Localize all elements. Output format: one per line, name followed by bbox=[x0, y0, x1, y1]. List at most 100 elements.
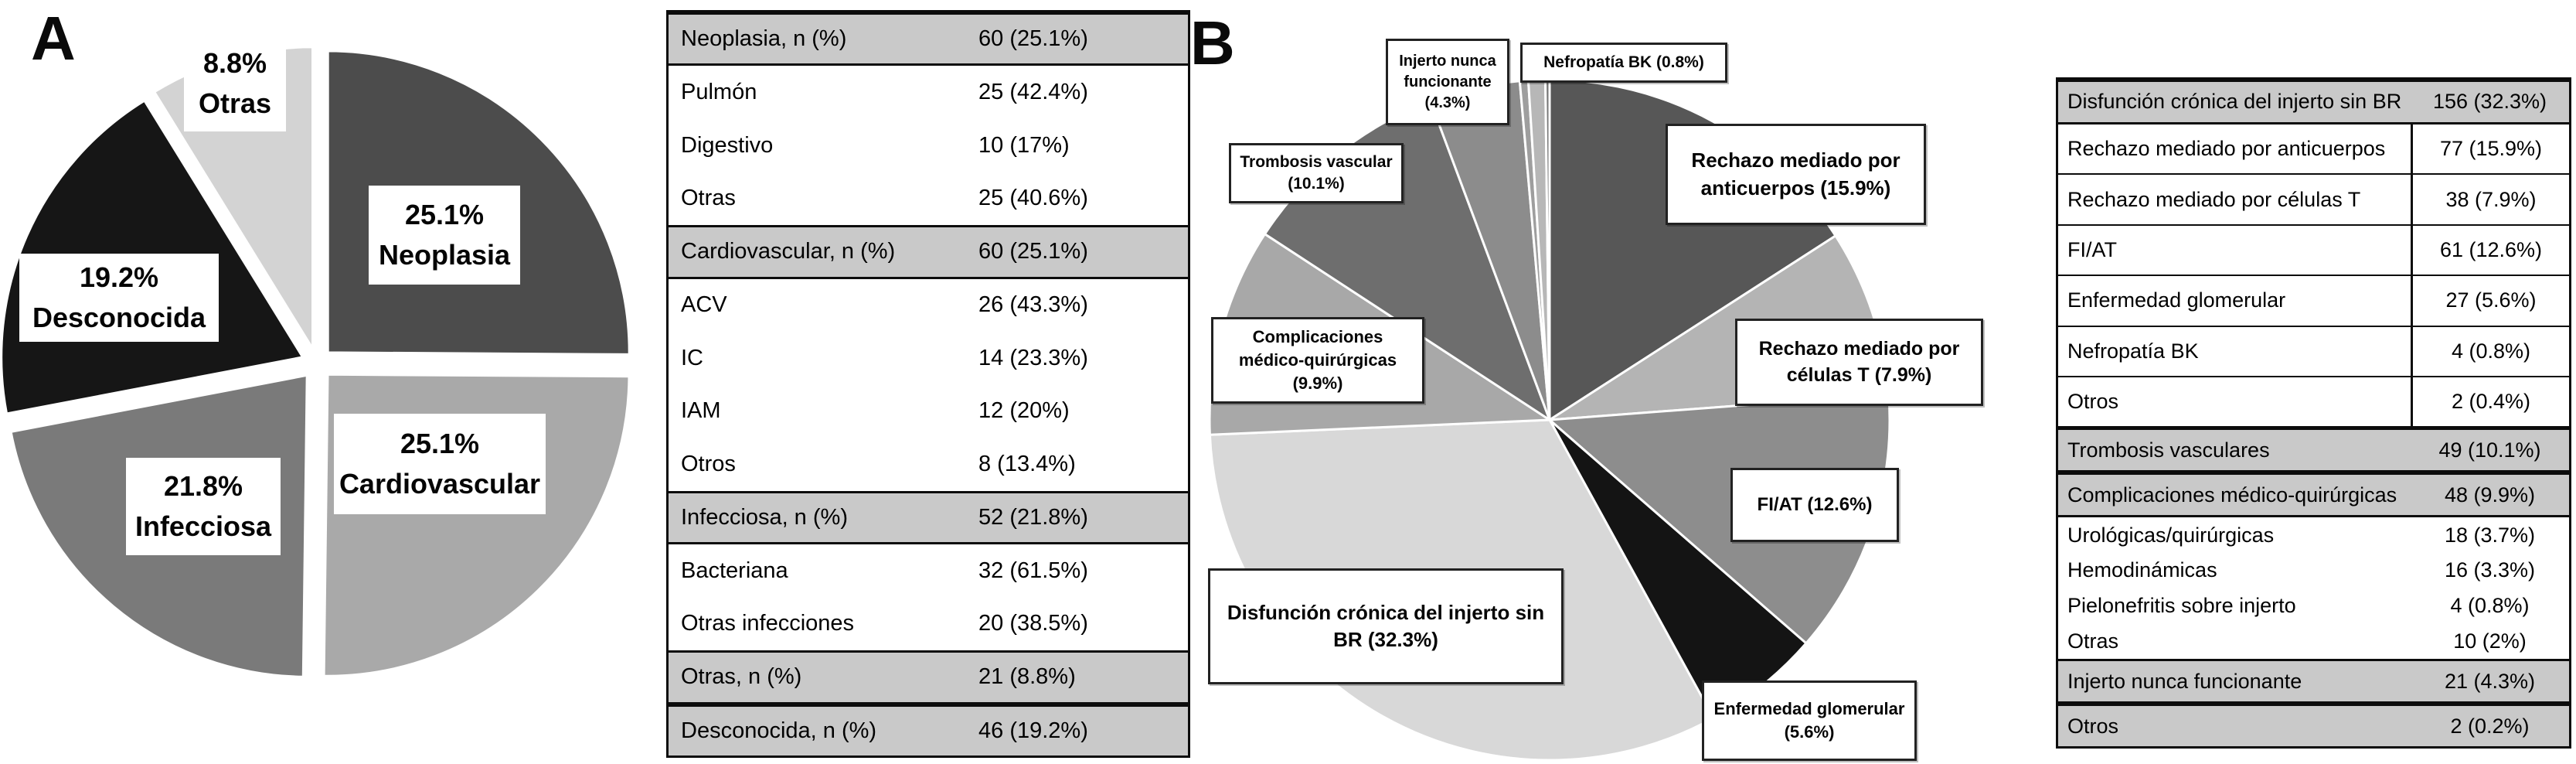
row-label: Injerto nunca funcionante bbox=[2067, 669, 2302, 693]
pie-b-label-nefropatia-bk: Nefropatía BK (0.8%) bbox=[1520, 43, 1727, 83]
row-value: 10 (17%) bbox=[978, 132, 1070, 158]
table-graft-loss-causes: Disfunción crónica del injerto sin BR 15… bbox=[2056, 77, 2571, 749]
label-pct: 21.8% bbox=[163, 469, 243, 502]
pie-b-label-disfuncion-cronica: Disfunción crónica del injerto sin BR (3… bbox=[1208, 568, 1564, 684]
row-label: Enfermedad glomerular bbox=[2067, 288, 2286, 312]
table-row: Otros 2 (0.4%) bbox=[2058, 377, 2569, 428]
pie-a-label-neoplasia: 25.1% Neoplasia bbox=[369, 186, 520, 285]
table-row: Enfermedad glomerular 27 (5.6%) bbox=[2058, 276, 2569, 327]
row-value: 8 (13.4%) bbox=[978, 451, 1076, 476]
pie-b-label-rechazo-anticuerpos: Rechazo mediado por anticuerpos (15.9%) bbox=[1666, 124, 1926, 225]
row-label: Otras bbox=[681, 186, 736, 211]
pie-a-label-cardiovascular: 25.1% Cardiovascular bbox=[334, 414, 546, 514]
table-row: Otras 10 (2%) bbox=[2058, 623, 2569, 659]
row-value: 21 (4.3%) bbox=[2444, 669, 2536, 693]
label-name: Neoplasia bbox=[378, 239, 511, 271]
table-row: Injerto nunca funcionante 21 (4.3%) bbox=[2058, 659, 2569, 704]
table-row: IC 14 (23.3%) bbox=[669, 332, 1188, 385]
row-value: 32 (61.5%) bbox=[978, 558, 1088, 583]
row-value: 4 (0.8%) bbox=[2411, 326, 2569, 376]
row-label: Otros bbox=[2067, 390, 2119, 414]
row-label: Hemodinámicas bbox=[2067, 558, 2217, 582]
row-value: 12 (20%) bbox=[978, 398, 1070, 424]
row-value: 60 (25.1%) bbox=[978, 239, 1088, 264]
pie-a-label-desconocida: 19.2% Desconocida bbox=[19, 254, 219, 342]
label-name: Cardiovascular bbox=[339, 468, 541, 500]
pie-b-label-fi-at: FI/AT (12.6%) bbox=[1730, 468, 1899, 542]
row-value: 25 (42.4%) bbox=[978, 80, 1088, 105]
pie-b-label-rechazo-celulas-t: Rechazo mediado por células T (7.9%) bbox=[1735, 319, 1983, 406]
table-row: Complicaciones médico-quirúrgicas 48 (9.… bbox=[2058, 472, 2569, 518]
label-name: Infecciosa bbox=[134, 510, 272, 542]
row-value: 21 (8.8%) bbox=[978, 664, 1076, 690]
row-label: Neoplasia, n (%) bbox=[681, 26, 847, 52]
row-label: Otras infecciones bbox=[681, 611, 855, 636]
panel-a-letter: A bbox=[31, 4, 76, 73]
row-value: 60 (25.1%) bbox=[978, 26, 1088, 52]
row-value: 48 (9.9%) bbox=[2444, 483, 2536, 506]
table-row: Hemodinámicas 16 (3.3%) bbox=[2058, 553, 2569, 588]
row-label: Rechazo mediado por anticuerpos bbox=[2067, 137, 2386, 161]
table-row: Otros 2 (0.2%) bbox=[2058, 704, 2569, 746]
row-label: Otros bbox=[2067, 714, 2119, 738]
pie-b-label-enfermedad-glomerular: Enfermedad glomerular (5.6%) bbox=[1702, 680, 1917, 761]
row-value: 27 (5.6%) bbox=[2411, 276, 2569, 326]
pie-b-label-complicaciones: Complicaciones médico-quirúrgicas (9.9%) bbox=[1211, 317, 1424, 404]
pie-b-label-injerto-nunca-funcionante: Injerto nunca funcionante (4.3%) bbox=[1386, 39, 1509, 125]
table-row: Desconocida, n (%) 46 (19.2%) bbox=[669, 704, 1188, 756]
row-value: 2 (0.4%) bbox=[2411, 377, 2569, 427]
table-row: Cardiovascular, n (%) 60 (25.1%) bbox=[669, 225, 1188, 279]
row-label: Infecciosa, n (%) bbox=[681, 504, 848, 530]
table-death-causes: Neoplasia, n (%) 60 (25.1%) Pulmón 25 (4… bbox=[666, 10, 1190, 758]
pie-a-label-infecciosa: 21.8% Infecciosa bbox=[126, 458, 281, 555]
row-label: IAM bbox=[681, 398, 721, 424]
row-value: 20 (38.5%) bbox=[978, 611, 1088, 636]
label-pct: 25.1% bbox=[404, 198, 485, 230]
table-row: Disfunción crónica del injerto sin BR 15… bbox=[2058, 80, 2569, 124]
row-label: Pielonefritis sobre injerto bbox=[2067, 594, 2296, 617]
table-row: Trombosis vasculares 49 (10.1%) bbox=[2058, 428, 2569, 473]
row-value: 49 (10.1%) bbox=[2438, 438, 2541, 462]
row-label: Pulmón bbox=[681, 80, 757, 105]
row-value: 14 (23.3%) bbox=[978, 345, 1088, 370]
row-label: Disfunción crónica del injerto sin BR bbox=[2067, 90, 2402, 114]
table-row: Otros 8 (13.4%) bbox=[669, 438, 1188, 491]
row-label: FI/AT bbox=[2067, 237, 2117, 261]
table-row: Infecciosa, n (%) 52 (21.8%) bbox=[669, 490, 1188, 545]
row-value: 10 (2%) bbox=[2453, 629, 2527, 653]
row-label: Rechazo mediado por células T bbox=[2067, 187, 2361, 211]
row-label: Urológicas/quirúrgicas bbox=[2067, 523, 2275, 547]
row-value: 52 (21.8%) bbox=[978, 504, 1088, 530]
row-label: Otras, n (%) bbox=[681, 664, 802, 690]
table-row: Rechazo mediado por anticuerpos 77 (15.9… bbox=[2058, 124, 2569, 176]
row-label: Nefropatía BK bbox=[2067, 339, 2199, 363]
table-row: Otras infecciones 20 (38.5%) bbox=[669, 598, 1188, 651]
label-pct: 19.2% bbox=[79, 261, 159, 293]
table-row: Bacteriana 32 (61.5%) bbox=[669, 544, 1188, 598]
row-label: Trombosis vasculares bbox=[2067, 438, 2270, 462]
row-label: Cardiovascular, n (%) bbox=[681, 239, 896, 264]
row-value: 26 (43.3%) bbox=[978, 292, 1088, 318]
row-label: Digestivo bbox=[681, 132, 774, 158]
row-label: Otros bbox=[681, 451, 736, 476]
label-name: Desconocida bbox=[32, 302, 206, 333]
row-value: 77 (15.9%) bbox=[2411, 124, 2569, 174]
label-pct: 25.1% bbox=[400, 427, 480, 459]
panel-b-letter: B bbox=[1190, 9, 1235, 77]
row-label: IC bbox=[681, 345, 703, 370]
row-value: 18 (3.7%) bbox=[2444, 523, 2536, 547]
table-row: Otras 25 (40.6%) bbox=[669, 172, 1188, 226]
table-row: FI/AT 61 (12.6%) bbox=[2058, 225, 2569, 277]
pie-chart-deaths bbox=[0, 46, 631, 678]
row-value: 46 (19.2%) bbox=[978, 718, 1088, 743]
table-row: Neoplasia, n (%) 60 (25.1%) bbox=[669, 12, 1188, 67]
row-label: Bacteriana bbox=[681, 558, 788, 583]
row-label: Desconocida, n (%) bbox=[681, 718, 877, 743]
pie-a-label-otras: 8.8% Otras bbox=[184, 36, 286, 131]
row-value: 16 (3.3%) bbox=[2444, 558, 2536, 582]
row-value: 61 (12.6%) bbox=[2411, 225, 2569, 275]
table-row: Digestivo 10 (17%) bbox=[669, 119, 1188, 172]
table-row: IAM 12 (20%) bbox=[669, 385, 1188, 438]
row-value: 25 (40.6%) bbox=[978, 186, 1088, 211]
row-value: 4 (0.8%) bbox=[2450, 594, 2530, 617]
